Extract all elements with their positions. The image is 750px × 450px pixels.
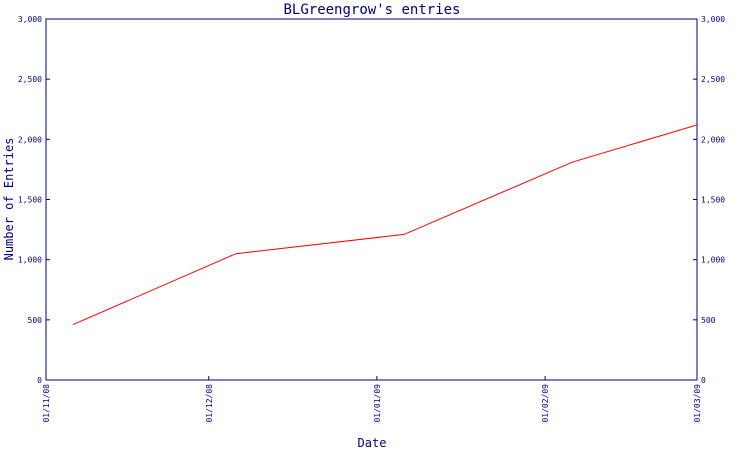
- y-tick-label: 3,000: [18, 15, 42, 24]
- y-axis-right: 0 500 1,000 1,500 2,000 2,500 3,000: [693, 15, 725, 385]
- x-tick-label: 01/12/08: [205, 384, 214, 423]
- y-tick-label-right: 500: [701, 316, 716, 325]
- y-tick-label: 1,000: [18, 256, 42, 265]
- y-axis-left: 0 500 1,000 1,500 2,000 2,500 3,000: [18, 15, 50, 385]
- chart-title: BLGreengrow's entries: [283, 2, 460, 18]
- plot-frame: [45, 18, 698, 381]
- y-tick-label-right: 1,000: [701, 256, 725, 265]
- x-axis-title: Date: [358, 436, 387, 450]
- x-tick-label: 01/03/09: [693, 384, 702, 423]
- series-layer: [72, 124, 698, 326]
- y-tick-label-right: 3,000: [701, 15, 725, 24]
- y-tick-label-right: 1,500: [701, 196, 725, 205]
- y-tick-label: 1,500: [18, 196, 42, 205]
- series-line: [72, 124, 698, 326]
- x-tick-label: 01/02/09: [541, 384, 550, 423]
- y-tick-label: 2,500: [18, 75, 42, 84]
- y-tick-label-right: 0: [701, 376, 706, 385]
- y-tick-label: 500: [28, 316, 43, 325]
- y-tick-label: 2,000: [18, 135, 42, 144]
- x-axis: 01/11/08 01/12/08 01/01/09 01/02/09 01/03/09: [42, 376, 702, 423]
- y-axis-title: Number of Entries: [2, 138, 16, 261]
- x-tick-label: 01/11/08: [42, 384, 51, 423]
- y-tick-label-right: 2,000: [701, 135, 725, 144]
- y-tick-label-right: 2,500: [701, 75, 725, 84]
- x-tick-label: 01/01/09: [373, 384, 382, 423]
- y-tick-label: 0: [37, 376, 42, 385]
